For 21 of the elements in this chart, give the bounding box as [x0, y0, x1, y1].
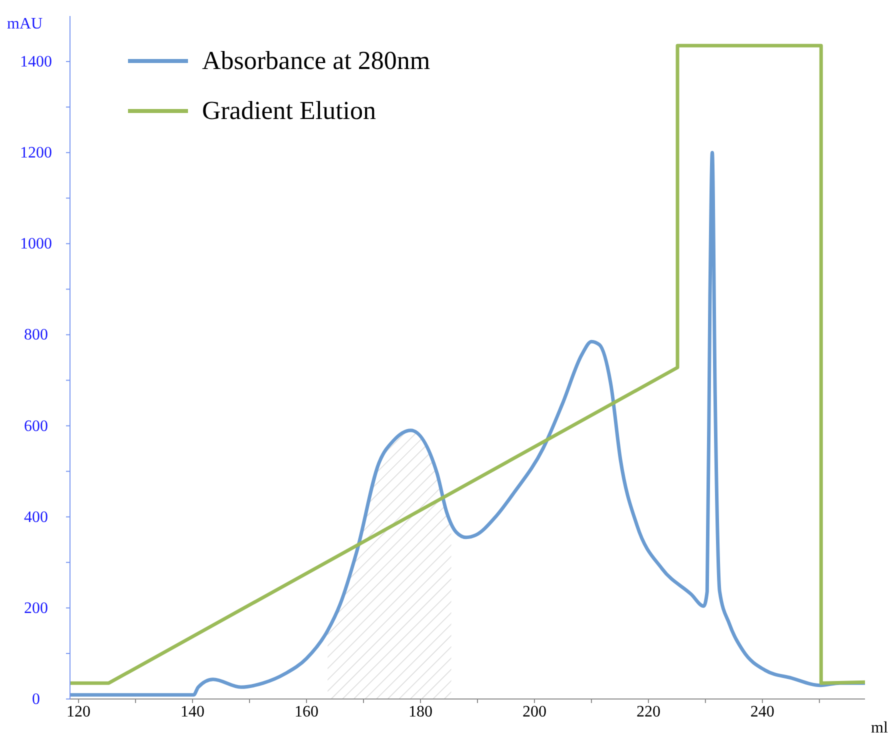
- y-tick-label: 0: [32, 691, 40, 708]
- x-axis-title: ml: [871, 720, 888, 735]
- y-tick-label: 1200: [20, 144, 52, 162]
- y-tick-label: 800: [24, 326, 48, 344]
- x-tick-label: 200: [522, 703, 546, 720]
- x-tick-label: 180: [408, 703, 432, 720]
- y-tick-label: 1000: [20, 236, 52, 253]
- legend-label: Gradient Elution: [202, 95, 376, 127]
- x-tick-label: 120: [66, 703, 91, 720]
- y-tick-label: 200: [24, 600, 48, 617]
- y-axis-title: mAU: [7, 15, 43, 32]
- x-tick-label: 140: [180, 703, 205, 720]
- legend-label: Absorbance at 280nm: [202, 45, 430, 77]
- x-tick-label: 240: [750, 703, 774, 720]
- y-tick-label: 400: [24, 508, 48, 526]
- line-series: [70, 150, 865, 697]
- y-tick-label: 600: [24, 418, 48, 435]
- y-tick-label: 1400: [20, 54, 52, 71]
- x-tick-label: 160: [294, 703, 319, 720]
- x-tick-label: 220: [636, 703, 660, 720]
- line-series: [70, 44, 865, 685]
